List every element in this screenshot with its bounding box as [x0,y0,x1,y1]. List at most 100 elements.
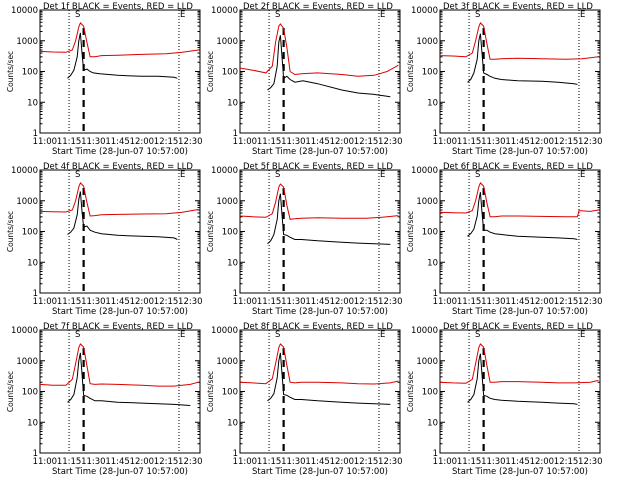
y-tick-label: 1 [233,289,238,299]
marker-s: S [475,10,480,20]
x-tick-label: 11:15 [57,137,82,147]
y-tick-label: 10 [227,98,238,108]
y-tick-label: 10000 [411,326,438,336]
y-axis-label: Counts/sec [206,371,215,412]
panel-title: Det 6f BLACK = Events, RED = LLD [443,162,593,172]
y-tick-label: 10 [427,258,438,268]
x-tick-label: 11:00 [233,137,258,147]
plot-frame [439,329,601,454]
x-tick-label: 11:00 [33,297,58,307]
x-tick-label: 12:15 [554,137,579,147]
x-tick-label: 12:30 [378,297,403,307]
y-tick-label: 1000 [216,357,238,367]
x-tick-label: 11:00 [433,137,458,147]
marker-e: E [580,10,585,20]
x-tick-label: 11:30 [481,457,506,467]
events-series-line [467,353,578,405]
panel-5: Det 5f BLACK = Events, RED = LLD 1 10 100 10… [206,162,403,317]
panel-title: Det 3f BLACK = Events, RED = LLD [443,2,593,12]
y-tick-label: 1000 [416,357,438,367]
y-tick-label: 10000 [211,6,238,16]
marker-s: S [75,170,80,180]
x-tick-label: 12:15 [554,457,579,467]
x-tick-label: 12:00 [530,457,555,467]
x-tick-label: 12:00 [330,297,355,307]
x-tick-label: 12:30 [578,297,603,307]
y-axis-label: Counts/sec [406,371,415,412]
y-tick-label: 1 [233,129,238,139]
y-tick-label: 10 [27,258,38,268]
x-tick-label: 12:00 [130,137,155,147]
lld-series-line [239,23,399,77]
lld-series-line [39,182,199,217]
x-tick-label: 12:15 [354,137,379,147]
y-axis-label: Counts/sec [6,51,15,92]
x-tick-label: 11:15 [457,457,482,467]
x-tick-label: 11:45 [105,137,130,147]
x-tick-label: 12:30 [578,457,603,467]
y-axis-label: Counts/sec [6,371,15,412]
x-axis-label: Start Time (28-Jun-07 10:57:00) [252,307,388,317]
marker-e: E [580,330,585,340]
x-tick-label: 11:45 [305,297,330,307]
x-tick-label: 11:30 [281,297,306,307]
x-tick-label: 11:15 [57,297,82,307]
lld-series-line [39,343,199,387]
y-tick-label: 1 [33,449,38,459]
x-tick-label: 11:30 [281,137,306,147]
panel-8: Det 8f BLACK = Events, RED = LLD 1 10 100 10… [206,322,403,477]
y-tick-label: 1 [33,129,38,139]
events-series-line [467,33,578,85]
x-tick-label: 12:00 [130,457,155,467]
lld-series-line [439,22,599,60]
x-axis-label: Start Time (28-Jun-07 10:57:00) [452,467,588,477]
events-series-line [267,35,391,98]
x-axis-label: Start Time (28-Jun-07 10:57:00) [252,147,388,157]
y-tick-label: 1000 [216,197,238,207]
x-tick-label: 12:30 [178,137,203,147]
plot-frame [39,329,201,454]
events-series-line [467,192,578,240]
y-tick-label: 1000 [16,37,38,47]
x-tick-label: 11:30 [481,137,506,147]
y-tick-label: 1000 [16,357,38,367]
x-tick-label: 12:30 [178,457,203,467]
x-tick-label: 12:30 [378,457,403,467]
x-tick-label: 12:00 [330,137,355,147]
x-tick-label: 11:00 [33,457,58,467]
x-tick-label: 12:30 [178,297,203,307]
y-tick-label: 1 [433,129,438,139]
plot-frame [239,329,401,454]
y-tick-label: 10000 [411,166,438,176]
y-tick-label: 10000 [11,166,38,176]
x-tick-label: 11:45 [105,457,130,467]
y-tick-label: 100 [222,388,238,398]
x-tick-label: 11:45 [305,457,330,467]
marker-s: S [475,170,480,180]
y-tick-label: 10 [27,98,38,108]
marker-e: E [380,170,385,180]
y-tick-label: 1 [233,449,238,459]
x-tick-label: 11:00 [33,137,58,147]
panel-title: Det 1f BLACK = Events, RED = LLD [43,2,193,12]
y-tick-label: 10 [227,418,238,428]
x-tick-label: 12:15 [554,297,579,307]
plot-frame [239,169,401,294]
x-tick-label: 11:00 [433,297,458,307]
y-tick-label: 100 [222,68,238,78]
marker-e: E [180,330,185,340]
x-tick-label: 12:30 [578,137,603,147]
marker-s: S [475,330,480,340]
x-tick-label: 12:15 [154,297,179,307]
y-tick-label: 10 [427,98,438,108]
y-tick-label: 1000 [16,197,38,207]
y-axis-label: Counts/sec [406,51,415,92]
panel-9: Det 9f BLACK = Events, RED = LLD 1 10 100 10… [406,322,603,477]
plot-frame [239,9,401,134]
events-series-line [67,352,191,406]
events-series-line [267,193,391,245]
plot-frame [439,9,601,134]
panel-title: Det 7f BLACK = Events, RED = LLD [43,322,193,332]
x-tick-label: 12:15 [154,457,179,467]
